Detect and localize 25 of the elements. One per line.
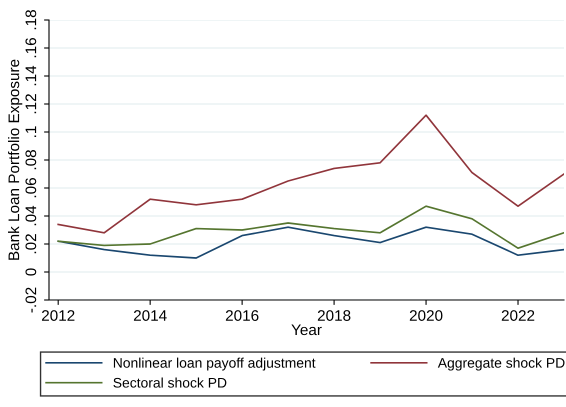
y-tick-label: .06 bbox=[25, 178, 36, 198]
x-tick-label: 2020 bbox=[410, 310, 442, 321]
x-axis-title: Year bbox=[291, 324, 322, 336]
x-tick-label: 2022 bbox=[502, 310, 534, 321]
y-tick-label: 0 bbox=[25, 268, 36, 276]
y-tick-label: .18 bbox=[25, 10, 36, 30]
x-tick-label: 2012 bbox=[42, 310, 74, 321]
legend-label: Aggregate shock PD bbox=[438, 358, 565, 371]
y-axis-title: Bank Loan Portfolio Exposure bbox=[8, 60, 22, 260]
y-tick-label: .08 bbox=[25, 150, 36, 170]
legend-label: Sectoral shock PD bbox=[113, 377, 226, 388]
y-tick-label: .14 bbox=[26, 66, 36, 86]
x-tick-label: 2018 bbox=[318, 310, 350, 321]
y-tick-label: .1 bbox=[26, 126, 36, 137]
y-tick-label: .12 bbox=[25, 94, 36, 114]
x-tick-label: 2014 bbox=[134, 310, 167, 321]
y-tick-label: .04 bbox=[25, 206, 36, 226]
y-tick-label: -.02 bbox=[25, 288, 36, 312]
legend-label: Nonlinear loan payoff adjustment bbox=[114, 358, 316, 371]
line-series bbox=[57, 226, 564, 259]
line-series bbox=[57, 114, 564, 234]
y-tick-label: .02 bbox=[25, 234, 36, 254]
line-series bbox=[57, 205, 564, 250]
x-tick-label: 2016 bbox=[226, 310, 258, 321]
y-tick-label: .16 bbox=[25, 38, 36, 58]
